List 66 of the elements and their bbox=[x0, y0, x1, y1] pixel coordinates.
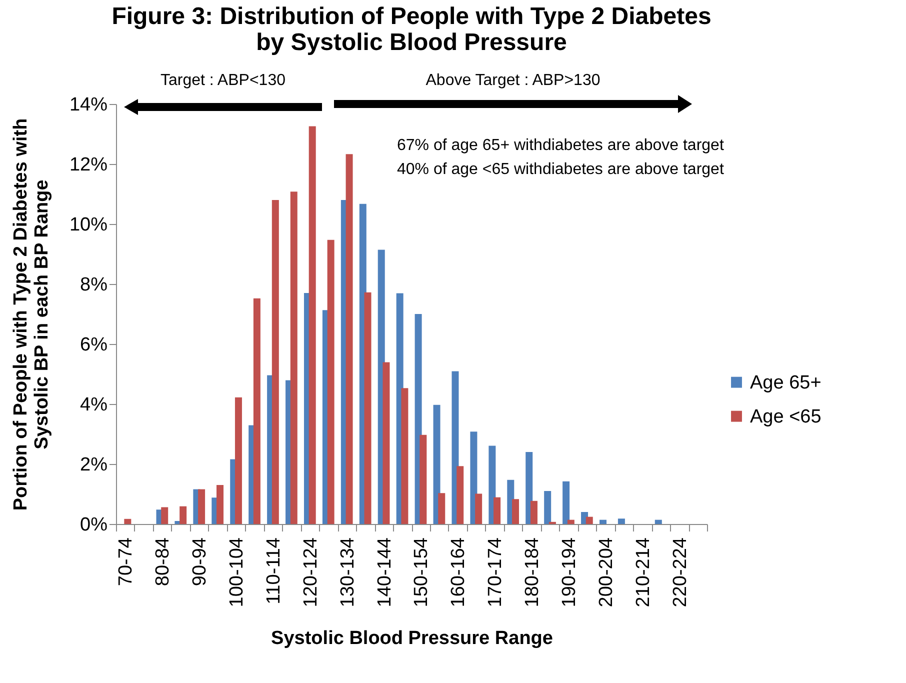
y-tick-label: 2% bbox=[80, 454, 108, 476]
text: Target : ABP<130 bbox=[160, 72, 286, 90]
x-tick-label: 210-214 bbox=[632, 537, 654, 608]
legend-label: Age 65+ bbox=[750, 372, 822, 394]
bar bbox=[526, 452, 533, 524]
x-tick-label: 120-124 bbox=[300, 537, 322, 608]
bar bbox=[124, 518, 132, 524]
bar bbox=[438, 493, 446, 524]
y-tick-label: 8% bbox=[80, 274, 108, 296]
y-tick-label: 10% bbox=[69, 214, 108, 236]
x-tick-label: 100-104 bbox=[226, 537, 248, 608]
x-tick-label: 90-94 bbox=[190, 537, 211, 586]
y-axis-title: Portion of People with Type 2 Diabetes with Systolic BP in each BP Range bbox=[10, 118, 52, 511]
chart-title: Figure 3: Distribution of People with Type 2 Diabetes by Systolic Blood Pressure bbox=[112, 3, 712, 56]
y-tick-label: 4% bbox=[80, 394, 108, 416]
bar bbox=[290, 192, 298, 524]
bar bbox=[456, 466, 464, 524]
bar bbox=[475, 494, 482, 524]
bar bbox=[586, 516, 593, 524]
x-tick-label: 220-224 bbox=[670, 537, 691, 608]
bar bbox=[420, 434, 427, 524]
bar bbox=[253, 298, 260, 524]
x-tick-label: 200-204 bbox=[596, 537, 617, 608]
x-tick-label: 110-114 bbox=[263, 537, 284, 604]
bar bbox=[180, 506, 187, 524]
x-tick-label: 140-144 bbox=[374, 537, 396, 608]
legend-label: Age <65 bbox=[750, 406, 822, 428]
x-tick-label: 160-164 bbox=[448, 537, 470, 608]
bar bbox=[198, 489, 206, 524]
annotation: 40% of age <65 withdiabetes are above target bbox=[397, 161, 724, 179]
bar bbox=[654, 520, 662, 524]
bar bbox=[327, 240, 334, 524]
x-tick-label: 150-154 bbox=[411, 537, 432, 608]
x-tick-label: 70-74 bbox=[116, 537, 137, 586]
bar bbox=[308, 126, 316, 524]
x-tick-label: 170-174 bbox=[485, 537, 506, 608]
annotation: 67% of age 65+ withdiabetes are above target bbox=[397, 137, 724, 155]
bar bbox=[562, 481, 570, 524]
y-tick-label: 14% bbox=[69, 94, 108, 116]
bar bbox=[494, 497, 501, 524]
text: Above Target : ABP>130 bbox=[426, 72, 600, 90]
bar bbox=[599, 520, 606, 524]
bar bbox=[382, 362, 390, 524]
x-tick-label: 80-84 bbox=[152, 537, 174, 586]
bar bbox=[512, 499, 520, 524]
x-tick-label: 180-184 bbox=[522, 537, 544, 608]
bar bbox=[401, 388, 408, 524]
bar bbox=[567, 520, 574, 524]
y-tick-label: 6% bbox=[80, 334, 108, 356]
bar bbox=[544, 491, 552, 524]
x-tick-label: 130-134 bbox=[337, 537, 358, 608]
y-tick-label: 12% bbox=[69, 154, 108, 176]
bar bbox=[618, 518, 625, 524]
bar bbox=[216, 485, 224, 524]
bar bbox=[234, 397, 242, 524]
bar bbox=[364, 292, 372, 524]
bar bbox=[272, 200, 279, 524]
bar bbox=[488, 446, 496, 524]
bar bbox=[470, 432, 478, 524]
bar bbox=[346, 154, 353, 524]
bar bbox=[530, 500, 538, 524]
bar bbox=[433, 404, 440, 524]
x-axis-title: Systolic Blood Pressure Range bbox=[271, 628, 553, 650]
x-tick-label: 190-194 bbox=[558, 537, 580, 608]
y-tick-label: 0% bbox=[80, 514, 108, 536]
bar bbox=[161, 507, 168, 524]
